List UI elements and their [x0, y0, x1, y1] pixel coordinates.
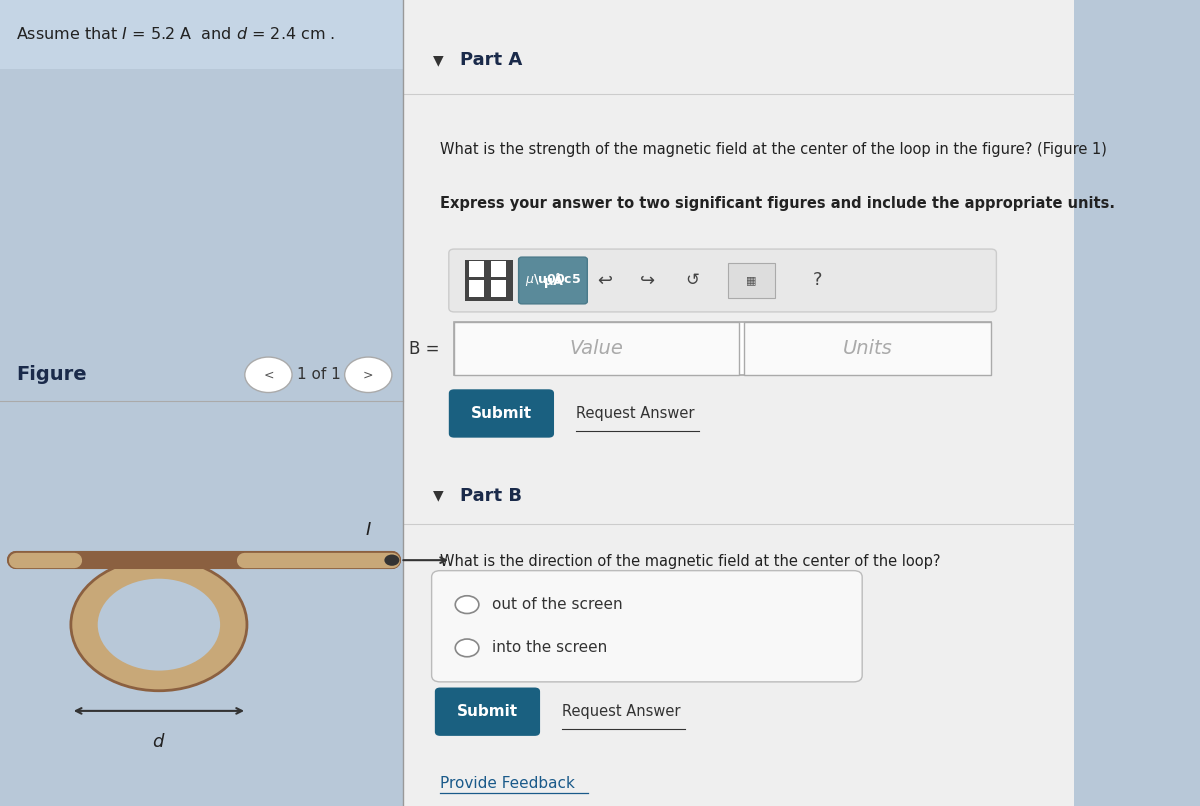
- Text: Figure: Figure: [16, 365, 86, 384]
- Text: What is the direction of the magnetic field at the center of the loop?: What is the direction of the magnetic fi…: [440, 555, 941, 569]
- Text: Assume that $\mathit{I}$ = 5.2 A  and $\mathit{d}$ = 2.4 cm .: Assume that $\mathit{I}$ = 5.2 A and $\m…: [16, 27, 335, 42]
- Text: ↪: ↪: [640, 272, 655, 289]
- Bar: [744, 322, 991, 375]
- Text: Units: Units: [842, 339, 893, 358]
- Text: ↩: ↩: [596, 272, 612, 289]
- Bar: [491, 261, 505, 277]
- FancyBboxPatch shape: [449, 389, 554, 438]
- Text: Submit: Submit: [470, 406, 532, 421]
- FancyBboxPatch shape: [449, 249, 996, 312]
- Text: out of the screen: out of the screen: [492, 597, 623, 612]
- FancyBboxPatch shape: [432, 571, 862, 682]
- FancyBboxPatch shape: [518, 257, 587, 304]
- Text: into the screen: into the screen: [492, 641, 607, 655]
- Bar: [464, 260, 514, 301]
- Bar: [728, 263, 775, 298]
- Text: Part B: Part B: [460, 487, 522, 505]
- Circle shape: [455, 596, 479, 613]
- Bar: [491, 280, 505, 297]
- Text: >: >: [364, 368, 373, 381]
- Text: ▼: ▼: [433, 488, 443, 503]
- Text: ▦: ▦: [746, 276, 757, 285]
- Circle shape: [384, 555, 400, 566]
- Bar: [454, 322, 991, 375]
- Text: Express your answer to two significant figures and include the appropriate units: Express your answer to two significant f…: [440, 197, 1115, 211]
- Text: Request Answer: Request Answer: [576, 406, 694, 421]
- Text: ?: ?: [812, 272, 822, 289]
- Text: Submit: Submit: [457, 704, 518, 719]
- Bar: [0, 0, 403, 69]
- Bar: [469, 280, 485, 297]
- Bar: [403, 0, 1074, 806]
- Text: $\mathit{I}$: $\mathit{I}$: [365, 521, 372, 538]
- Circle shape: [344, 357, 392, 393]
- Circle shape: [455, 639, 479, 657]
- Text: ↺: ↺: [685, 272, 700, 289]
- Text: Provide Feedback: Provide Feedback: [440, 776, 575, 791]
- Text: Value: Value: [570, 339, 623, 358]
- Text: μÅ: μÅ: [544, 273, 563, 288]
- FancyBboxPatch shape: [434, 688, 540, 736]
- Text: 1 of 1: 1 of 1: [298, 368, 341, 382]
- Text: $\mathit{d}$: $\mathit{d}$: [152, 733, 166, 750]
- Text: <: <: [263, 368, 274, 381]
- Text: ▼: ▼: [433, 53, 443, 68]
- Bar: [0, 0, 403, 806]
- Circle shape: [71, 559, 247, 691]
- Bar: [454, 322, 739, 375]
- Text: B =: B =: [409, 339, 439, 358]
- Text: $\mu$\u00c5: $\mu$\u00c5: [524, 272, 581, 289]
- Circle shape: [97, 579, 220, 671]
- Bar: [469, 261, 485, 277]
- Text: Request Answer: Request Answer: [562, 704, 680, 719]
- Circle shape: [245, 357, 292, 393]
- Text: Part A: Part A: [460, 52, 522, 69]
- Text: What is the strength of the magnetic field at the center of the loop in the figu: What is the strength of the magnetic fie…: [440, 142, 1108, 156]
